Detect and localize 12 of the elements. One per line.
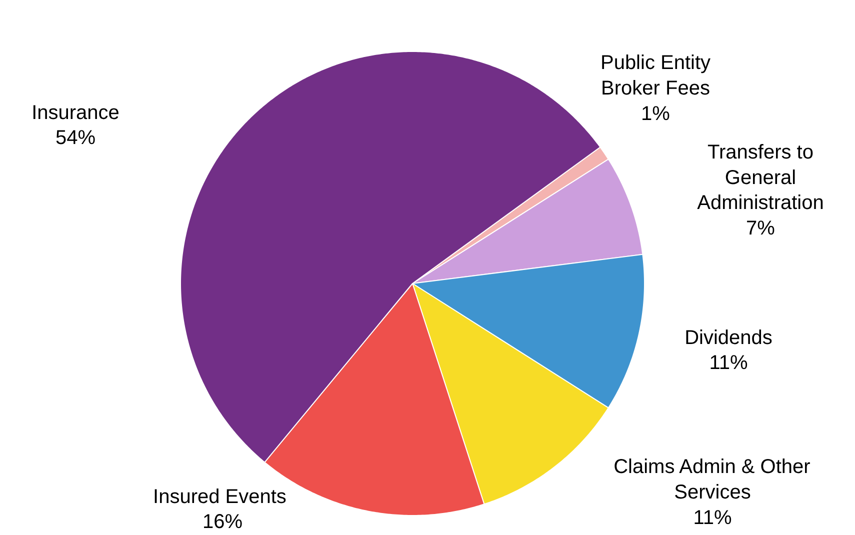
data-label: 16%	[202, 511, 243, 534]
slice-label: Insurance	[32, 102, 120, 124]
slice-label: Insured Events	[153, 486, 286, 508]
slice-label: Dividends	[684, 326, 772, 349]
data-label: 11%	[709, 352, 748, 374]
data-label: 54%	[55, 127, 96, 150]
slice-label: Claims Admin & Other Services	[614, 456, 811, 504]
data-label: 11%	[693, 506, 732, 529]
data-label: 7%	[746, 217, 776, 240]
data-label: 1%	[641, 102, 670, 125]
slice-label: Public Entity Broker Fees	[600, 52, 711, 100]
slice-label: Transfers to General Administration	[697, 142, 824, 214]
